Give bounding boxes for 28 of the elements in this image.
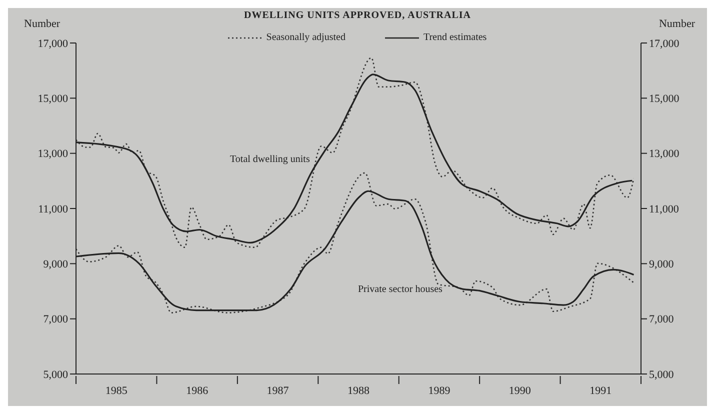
y2-axis-title: Number [658, 18, 695, 30]
y-tick-label: 5,000 [43, 368, 68, 381]
y2-tick-label: 17,000 [649, 38, 680, 50]
x-tick-label: 1991 [590, 385, 612, 397]
y2-tick-label: 9,000 [649, 258, 674, 271]
y2-tick-label: 7,000 [649, 314, 674, 326]
x-tick-label: 1985 [105, 385, 128, 397]
y-tick-label: 11,000 [38, 203, 68, 216]
y-tick-label: 13,000 [38, 148, 68, 160]
x-tick-label: 1990 [508, 385, 532, 397]
y-axis-title: Number [24, 18, 60, 30]
x-tick-label: 1988 [348, 385, 370, 397]
x-tick-label: 1989 [428, 385, 451, 397]
x-tick-label: 1987 [266, 385, 290, 397]
y-tick-label: 9,000 [43, 258, 68, 271]
y-tick-label: 17,000 [38, 38, 68, 50]
y2-tick-label: 5,000 [649, 368, 674, 381]
annotation: Private sector houses [358, 284, 442, 295]
legend-label: Seasonally adjusted [265, 32, 346, 43]
x-tick-label: 1986 [186, 385, 209, 397]
y2-tick-label: 15,000 [649, 93, 680, 106]
chart-title: DWELLING UNITS APPROVED, AUSTRALIA [244, 10, 472, 21]
y-tick-label: 15,000 [38, 93, 68, 106]
y2-tick-label: 11,000 [649, 203, 680, 216]
y2-tick-label: 13,000 [649, 148, 680, 160]
y-tick-label: 7,000 [43, 314, 68, 326]
annotation: Total dwelling units [230, 154, 310, 165]
legend-label: Trend estimates [422, 32, 487, 43]
